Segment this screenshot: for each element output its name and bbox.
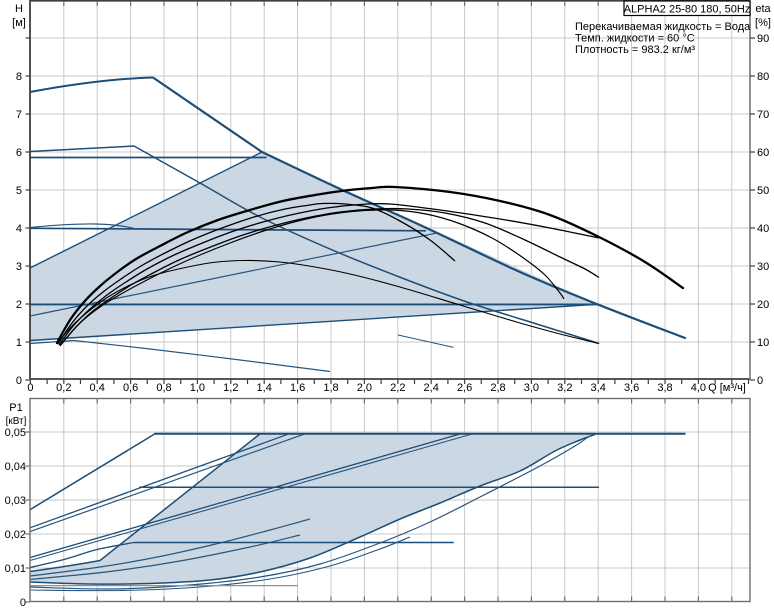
svg-text:P1: P1 [9,402,22,414]
svg-text:1: 1 [16,337,22,349]
svg-text:[%]: [%] [755,17,771,29]
svg-text:7: 7 [16,109,22,121]
svg-text:0,2: 0,2 [56,382,71,394]
svg-text:1,4: 1,4 [257,382,272,394]
svg-text:2,4: 2,4 [424,382,439,394]
svg-text:Перекачиваемая жидкость = Вода: Перекачиваемая жидкость = Вода [575,21,751,33]
svg-text:10: 10 [757,337,769,349]
svg-text:5: 5 [16,185,22,197]
svg-text:4,0: 4,0 [691,382,706,394]
svg-text:3: 3 [16,261,22,273]
svg-text:H: H [15,3,23,15]
svg-text:1,0: 1,0 [190,382,205,394]
svg-text:ALPHA2 25-80 180, 50Hz: ALPHA2 25-80 180, 50Hz [624,4,751,16]
svg-text:3,6: 3,6 [624,382,639,394]
svg-text:3,8: 3,8 [657,382,672,394]
svg-text:2,0: 2,0 [357,382,372,394]
svg-text:0,8: 0,8 [156,382,171,394]
svg-text:Q [м³/ч]: Q [м³/ч] [708,382,746,394]
svg-text:0,4: 0,4 [90,382,105,394]
svg-text:0,05: 0,05 [5,427,26,439]
svg-text:40: 40 [757,223,769,235]
svg-text:Темп. жидкости = 60 °C: Темп. жидкости = 60 °C [575,33,695,45]
svg-text:0,6: 0,6 [123,382,138,394]
svg-text:[м]: [м] [12,17,26,29]
svg-text:Плотность = 983.2 кг/м³: Плотность = 983.2 кг/м³ [575,44,695,56]
svg-text:50: 50 [757,185,769,197]
svg-text:0: 0 [757,375,763,387]
svg-text:[кВт]: [кВт] [6,416,27,427]
svg-text:30: 30 [757,261,769,273]
svg-text:3,0: 3,0 [524,382,539,394]
svg-text:70: 70 [757,109,769,121]
svg-text:1,6: 1,6 [290,382,305,394]
svg-text:2,6: 2,6 [457,382,472,394]
svg-text:8: 8 [16,71,22,83]
svg-text:0: 0 [16,375,22,387]
svg-text:60: 60 [757,147,769,159]
svg-text:0,01: 0,01 [5,563,26,575]
svg-text:3,2: 3,2 [557,382,572,394]
svg-text:0,02: 0,02 [5,529,26,541]
svg-text:2: 2 [16,299,22,311]
svg-text:0,03: 0,03 [5,495,26,507]
svg-text:eta: eta [755,3,771,15]
svg-text:0,04: 0,04 [5,461,26,473]
svg-text:2,2: 2,2 [390,382,405,394]
svg-text:4: 4 [16,223,22,235]
svg-text:0: 0 [27,382,33,394]
svg-text:90: 90 [757,33,769,45]
svg-text:1,8: 1,8 [323,382,338,394]
svg-text:80: 80 [757,71,769,83]
svg-text:20: 20 [757,299,769,311]
svg-text:1,2: 1,2 [223,382,238,394]
svg-text:6: 6 [16,147,22,159]
svg-text:2,8: 2,8 [490,382,505,394]
svg-text:3,4: 3,4 [591,382,606,394]
svg-text:0: 0 [20,597,26,609]
